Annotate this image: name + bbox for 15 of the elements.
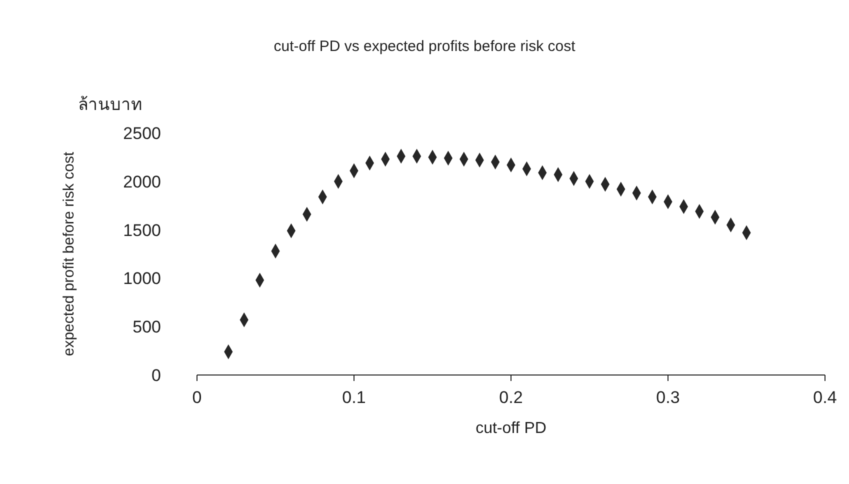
x-tick-label: 0 xyxy=(192,388,202,408)
y-tick-label: 2500 xyxy=(123,124,161,144)
x-tick-label: 0.3 xyxy=(656,388,680,408)
y-tick-label: 0 xyxy=(152,366,161,386)
x-tick-label: 0.1 xyxy=(342,388,366,408)
x-tick-label: 0.4 xyxy=(813,388,837,408)
y-tick-label: 500 xyxy=(132,318,161,337)
y-tick-label: 2000 xyxy=(123,172,161,192)
x-axis-title: cut-off PD xyxy=(476,420,546,437)
y-tick-label: 1500 xyxy=(123,220,161,240)
text: ล้านบาท xyxy=(78,94,142,116)
y-tick-label: 1000 xyxy=(123,269,161,288)
chart-title: cut-off PD vs expected profits before risk cost xyxy=(272,38,576,55)
x-tick-label: 0.2 xyxy=(499,388,523,408)
y-axis-title: expected profit before risk cost xyxy=(60,151,78,356)
